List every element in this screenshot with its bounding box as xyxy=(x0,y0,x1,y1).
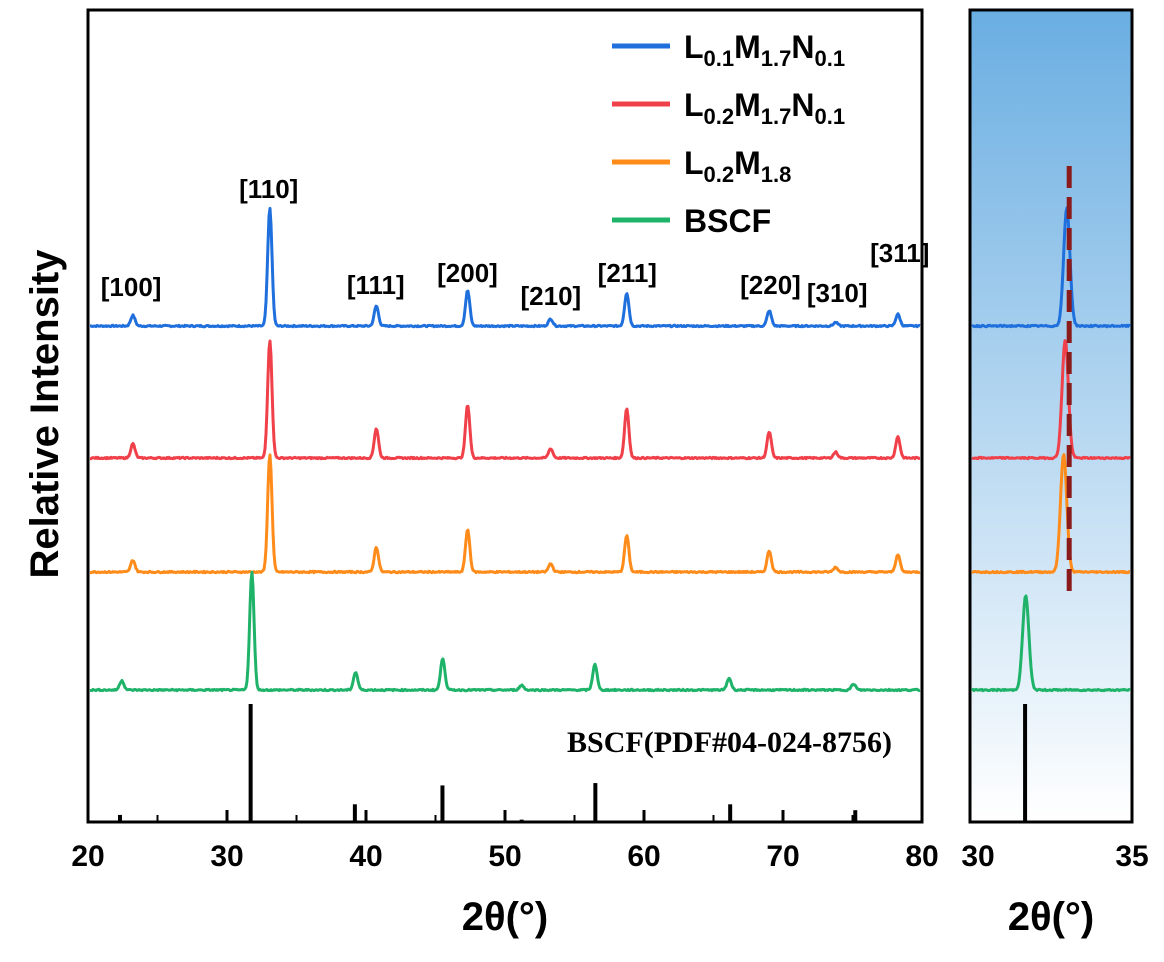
zoom-series-group xyxy=(970,206,1132,693)
peak-label: [111] xyxy=(347,270,405,300)
reference-label: BSCF(PDF#04-024-8756) xyxy=(567,726,892,759)
x-tick-label: 40 xyxy=(349,840,382,873)
main-x-ticks: 20 30 40 50 60 70 80 xyxy=(71,810,939,873)
series-line-L0.2M1.7N0.1 xyxy=(89,339,921,461)
legend-label: L0.2M1.7N0.1 xyxy=(684,87,845,129)
zoom-series-line-L0.2M1.8 xyxy=(971,453,1131,575)
zoom-series-line-L0.1M1.7N0.1 xyxy=(971,206,1132,329)
main-panel: [100] [110] [111] [200] [210] [211] [220] [310]… xyxy=(23,8,939,939)
peak-label: [310] xyxy=(807,278,868,308)
peak-label: [100] xyxy=(101,272,162,302)
series-line-L0.1M1.7N0.1 xyxy=(89,206,921,329)
legend-label: L0.1M1.7N0.1 xyxy=(684,29,845,71)
zoom-plot-frame xyxy=(968,8,1134,824)
peak-label-group: [100] [110] [111] [200] [210] [211] [220] [310]… xyxy=(101,174,930,311)
peak-label: [210] xyxy=(521,281,582,311)
peak-label: [200] xyxy=(437,258,498,288)
zoom-panel: 30 35 2θ(°) xyxy=(961,8,1149,939)
series-line-L0.2M1.8 xyxy=(89,453,921,575)
zoom-x-ticks: 30 35 xyxy=(961,810,1149,873)
legend-label: BSCF xyxy=(684,203,771,239)
main-series-group xyxy=(89,206,921,693)
main-plot-frame xyxy=(86,8,924,824)
series-line-BSCF xyxy=(89,570,921,693)
zoom-x-tick-label: 30 xyxy=(961,840,994,873)
legend-label: L0.2M1.8 xyxy=(684,145,791,187)
peak-label: [211] xyxy=(598,258,657,288)
x-tick-label: 70 xyxy=(766,840,799,873)
zoom-x-tick-label: 35 xyxy=(1115,840,1148,873)
x-tick-label: 50 xyxy=(488,840,521,873)
zoom-x-axis-title: 2θ(°) xyxy=(1008,895,1095,939)
x-tick-label: 80 xyxy=(905,840,938,873)
main-reference-lines xyxy=(117,704,858,822)
y-axis-title: Relative Intensity xyxy=(23,249,67,579)
main-x-axis-title: 2θ(°) xyxy=(462,895,549,939)
peak-label: [220] xyxy=(740,270,801,300)
zoom-series-line-BSCF xyxy=(970,594,1132,693)
peak-label: [110] xyxy=(239,174,298,204)
x-tick-label: 20 xyxy=(71,840,104,873)
peak-label: [311] xyxy=(870,238,929,268)
zoom-series-line-L0.2M1.7N0.1 xyxy=(971,339,1131,461)
x-tick-label: 30 xyxy=(210,840,243,873)
legend: L0.1M1.7N0.1 L0.2M1.7N0.1 L0.2M1.8 BSCF xyxy=(612,29,845,239)
x-tick-label: 60 xyxy=(627,840,660,873)
